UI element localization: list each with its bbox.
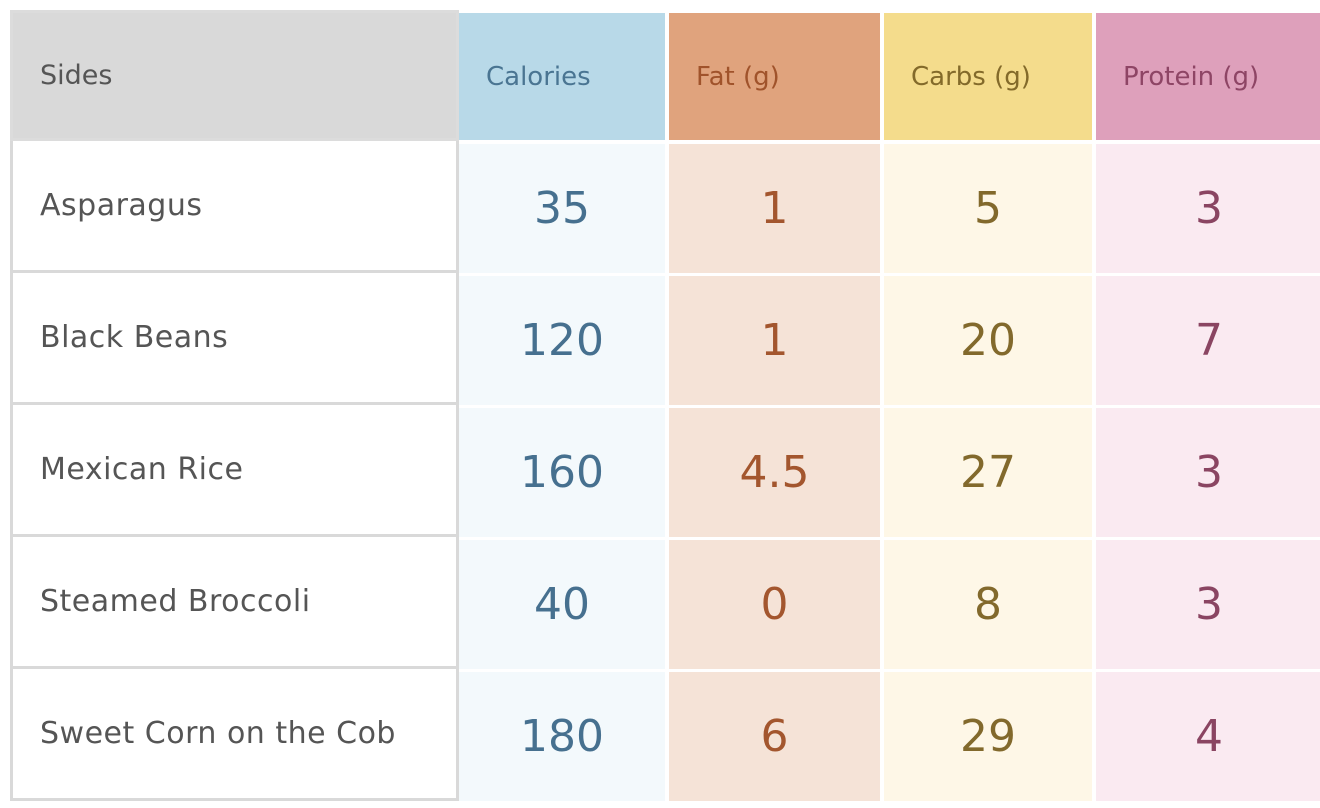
side-name: Steamed Broccoli	[10, 537, 459, 669]
fat-value: 1	[669, 141, 880, 273]
header-carbs: Carbs (g)	[884, 13, 1092, 140]
calories-value: 120	[459, 273, 665, 405]
carbs-value: 8	[884, 537, 1092, 669]
carbs-value: 5	[884, 141, 1092, 273]
header-calories: Calories	[459, 13, 665, 140]
calories-value: 160	[459, 405, 665, 537]
calories-value: 40	[459, 537, 665, 669]
side-name: Mexican Rice	[10, 405, 459, 537]
fat-value: 1	[669, 273, 880, 405]
fat-value: 4.5	[669, 405, 880, 537]
header-fat: Fat (g)	[669, 13, 880, 140]
protein-value: 3	[1096, 141, 1320, 273]
nutrition-table: Sides Calories Fat (g) Carbs (g) Protein…	[10, 10, 1320, 801]
header-sides: Sides	[10, 10, 459, 141]
carbs-value: 29	[884, 669, 1092, 801]
protein-value: 4	[1096, 669, 1320, 801]
calories-value: 180	[459, 669, 665, 801]
header-protein: Protein (g)	[1096, 13, 1320, 140]
protein-value: 3	[1096, 537, 1320, 669]
fat-value: 0	[669, 537, 880, 669]
fat-value: 6	[669, 669, 880, 801]
protein-value: 7	[1096, 273, 1320, 405]
side-name: Sweet Corn on the Cob	[10, 669, 459, 801]
calories-value: 35	[459, 141, 665, 273]
protein-value: 3	[1096, 405, 1320, 537]
side-name: Asparagus	[10, 141, 459, 273]
carbs-value: 20	[884, 273, 1092, 405]
side-name: Black Beans	[10, 273, 459, 405]
carbs-value: 27	[884, 405, 1092, 537]
